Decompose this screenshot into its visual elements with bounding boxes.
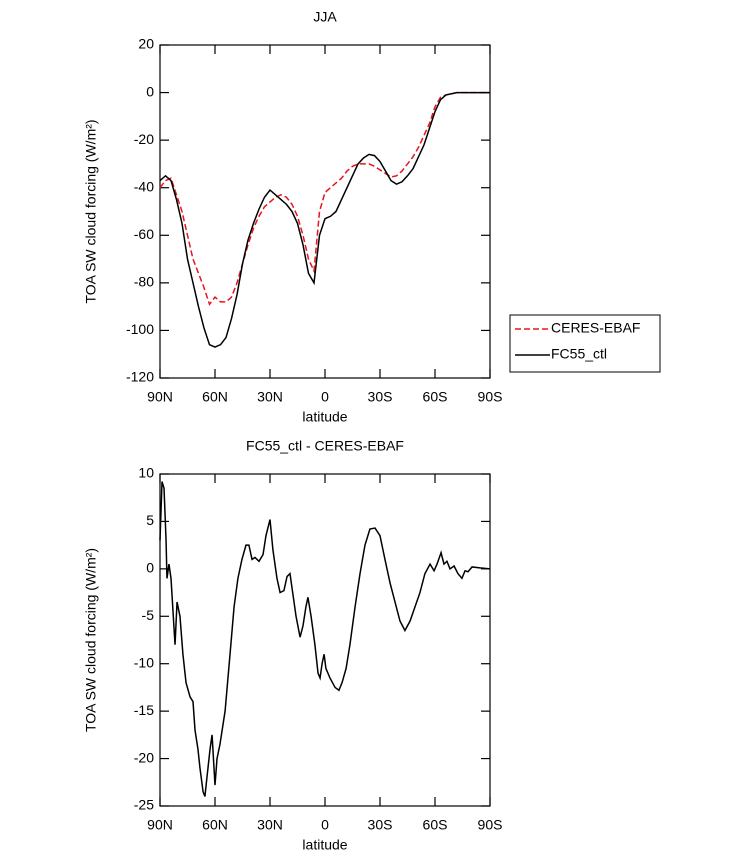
x-tick-label: 30N xyxy=(257,389,283,405)
y-tick-label: 10 xyxy=(138,465,154,481)
y-tick-label: -60 xyxy=(134,226,154,242)
data-line xyxy=(159,91,490,306)
data-line xyxy=(159,481,491,797)
x-tick-label: 30N xyxy=(257,817,283,833)
x-tick-label: 90N xyxy=(147,389,173,405)
y-axis-label: TOA SW cloud forcing (W/m²) xyxy=(83,548,99,732)
x-tick-label: 90S xyxy=(478,817,503,833)
y-tick-label: -5 xyxy=(142,607,155,623)
y-tick-label: -20 xyxy=(134,749,154,765)
y-tick-label: 0 xyxy=(146,83,154,99)
x-tick-label: 0 xyxy=(321,817,329,833)
y-axis-label: TOA SW cloud forcing (W/m²) xyxy=(83,119,99,303)
x-tick-label: 90S xyxy=(478,389,503,405)
data-line xyxy=(159,91,490,348)
x-tick-label: 30S xyxy=(368,389,393,405)
y-tick-label: 0 xyxy=(146,560,154,576)
y-tick-label: -40 xyxy=(134,178,154,194)
x-tick-label: 60N xyxy=(202,389,228,405)
y-tick-label: -120 xyxy=(126,369,154,385)
y-tick-label: -20 xyxy=(134,131,154,147)
x-tick-label: 60N xyxy=(202,817,228,833)
x-tick-label: 60S xyxy=(423,817,448,833)
y-tick-label: -15 xyxy=(134,702,154,718)
chart-title: JJA xyxy=(313,9,337,25)
x-axis-label: latitude xyxy=(302,837,347,853)
x-tick-label: 60S xyxy=(423,389,448,405)
x-tick-label: 90N xyxy=(147,817,173,833)
x-tick-label: 0 xyxy=(321,389,329,405)
y-tick-label: -100 xyxy=(126,321,154,337)
chart-title: FC55_ctl - CERES-EBAF xyxy=(246,438,404,454)
legend-label: FC55_ctl xyxy=(551,346,607,362)
y-tick-label: 20 xyxy=(138,36,154,52)
y-tick-label: -80 xyxy=(134,274,154,290)
y-tick-label: -10 xyxy=(134,654,154,670)
legend-box xyxy=(509,314,661,373)
legend-label: CERES-EBAF xyxy=(551,320,640,336)
x-axis-label: latitude xyxy=(302,409,347,425)
y-tick-label: -25 xyxy=(134,797,154,813)
y-tick-label: 5 xyxy=(146,512,154,528)
plot-frame xyxy=(159,44,491,379)
x-tick-label: 30S xyxy=(368,817,393,833)
